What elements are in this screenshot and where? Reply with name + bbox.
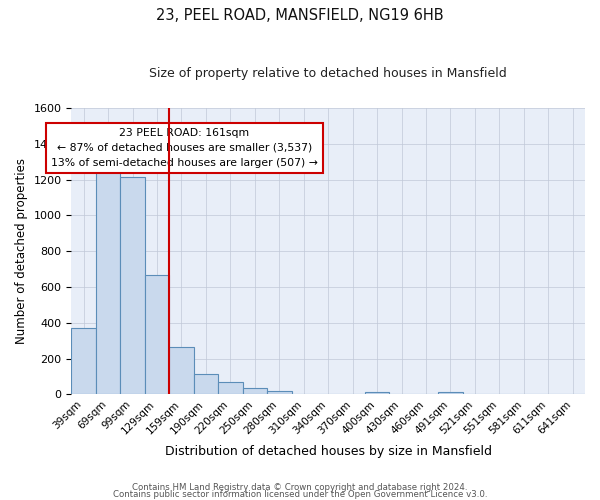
Text: 23, PEEL ROAD, MANSFIELD, NG19 6HB: 23, PEEL ROAD, MANSFIELD, NG19 6HB (156, 8, 444, 22)
Bar (121, 177, 145, 394)
Bar (242, 388, 267, 394)
Bar (365, 392, 389, 394)
Bar (438, 392, 463, 394)
Bar (96, 168, 121, 394)
X-axis label: Distribution of detached houses by size in Mansfield: Distribution of detached houses by size … (165, 444, 492, 458)
Text: Contains public sector information licensed under the Open Government Licence v3: Contains public sector information licen… (113, 490, 487, 499)
Bar (145, 276, 169, 394)
Bar (218, 382, 242, 394)
Bar (169, 347, 194, 395)
Text: Contains HM Land Registry data © Crown copyright and database right 2024.: Contains HM Land Registry data © Crown c… (132, 484, 468, 492)
Bar (267, 391, 292, 394)
Title: Size of property relative to detached houses in Mansfield: Size of property relative to detached ho… (149, 68, 507, 80)
Bar (71, 328, 96, 394)
Text: 23 PEEL ROAD: 161sqm
← 87% of detached houses are smaller (3,537)
13% of semi-de: 23 PEEL ROAD: 161sqm ← 87% of detached h… (51, 128, 318, 168)
Bar (194, 374, 218, 394)
Y-axis label: Number of detached properties: Number of detached properties (15, 158, 28, 344)
